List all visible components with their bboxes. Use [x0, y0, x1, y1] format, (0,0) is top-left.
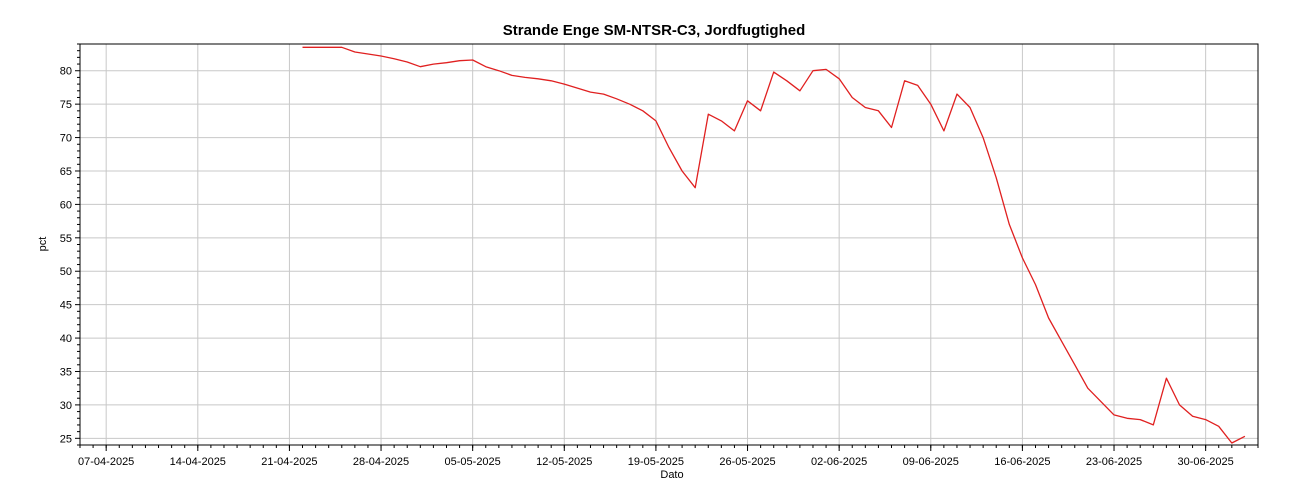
x-tick-label: 26-05-2025	[719, 456, 775, 468]
y-tick-label: 75	[60, 99, 72, 111]
y-tick-label: 55	[60, 233, 72, 245]
x-tick-label: 28-04-2025	[353, 456, 409, 468]
x-tick-label: 09-06-2025	[903, 456, 959, 468]
x-tick-label: 14-04-2025	[170, 456, 226, 468]
y-tick-label: 50	[60, 266, 72, 278]
x-tick-label: 12-05-2025	[536, 456, 592, 468]
chart-title: Strande Enge SM-NTSR-C3, Jordfugtighed	[503, 22, 806, 39]
x-tick-label: 16-06-2025	[994, 456, 1050, 468]
y-tick-label: 60	[60, 199, 72, 211]
y-tick-label: 40	[60, 333, 72, 345]
y-tick-label: 45	[60, 300, 72, 312]
y-axis-label: pct	[37, 237, 49, 252]
x-tick-label: 21-04-2025	[261, 456, 317, 468]
y-tick-label: 30	[60, 400, 72, 412]
plot-frame	[79, 43, 1259, 446]
x-axis-ticks: 07-04-2025 14-04-2025 21-04-2025 28-04-2025…	[78, 445, 1259, 468]
y-axis-ticks: 25 30 35 40 45 50 55 60 65 70 75 80	[60, 43, 80, 446]
x-tick-label: 02-06-2025	[811, 456, 867, 468]
y-tick-label: 25	[60, 433, 72, 445]
x-tick-label: 19-05-2025	[628, 456, 684, 468]
x-tick-label: 07-04-2025	[78, 456, 134, 468]
gridlines	[80, 44, 1258, 445]
y-tick-label: 65	[60, 166, 72, 178]
x-tick-label: 30-06-2025	[1178, 456, 1234, 468]
series-layer	[302, 46, 1246, 444]
x-axis-label: Dato	[660, 469, 683, 481]
y-tick-label: 70	[60, 133, 72, 145]
y-tick-label: 80	[60, 66, 72, 78]
x-tick-label: 23-06-2025	[1086, 456, 1142, 468]
y-tick-label: 35	[60, 366, 72, 378]
x-tick-label: 05-05-2025	[445, 456, 501, 468]
series-line	[302, 46, 1246, 444]
